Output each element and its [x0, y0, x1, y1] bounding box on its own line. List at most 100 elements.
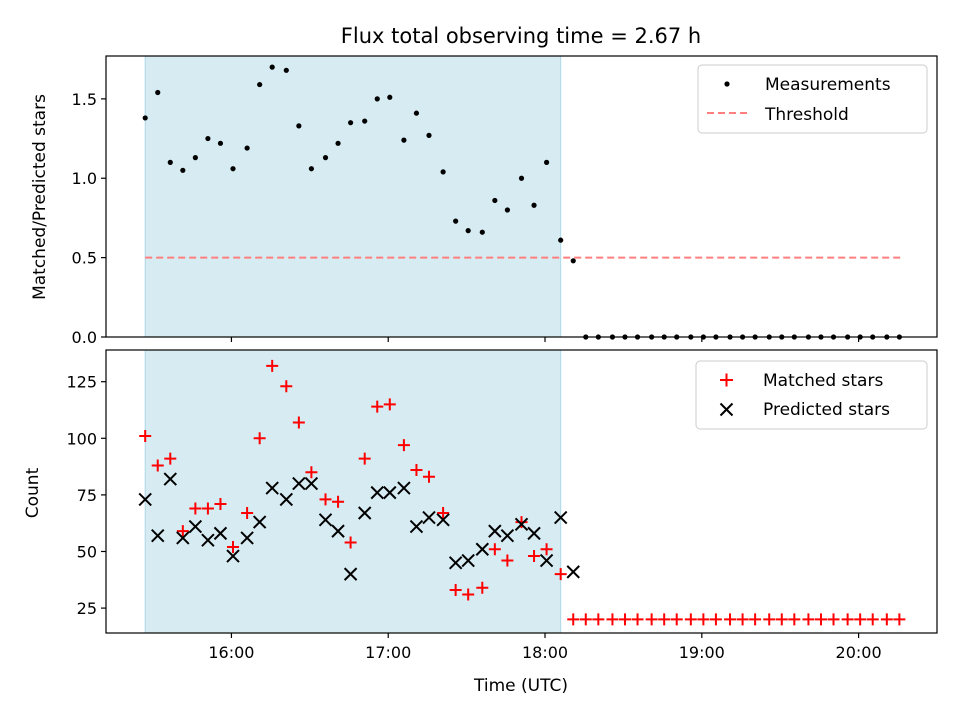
bottom-y-tick-label: 125	[66, 373, 97, 392]
matched-star-point	[606, 613, 619, 626]
top-shaded-span	[144, 55, 562, 338]
legend-matched-label: Matched stars	[763, 371, 883, 391]
bottom-y-tick-label: 100	[66, 429, 97, 448]
matched-star-point	[305, 466, 318, 479]
legend-threshold-label: Threshold	[764, 105, 849, 125]
bottom-panel: 25 50 75 100 125 16:00 17:00 18:00 19:00 20:00	[66, 349, 938, 662]
matched-star-point	[763, 613, 776, 626]
matched-star-point	[292, 416, 305, 429]
measurement-point	[374, 96, 380, 102]
measurement-point	[192, 155, 198, 161]
bottom-y-tick-label: 25	[77, 599, 97, 618]
matched-star-point	[344, 536, 357, 549]
measurement-point	[142, 115, 148, 121]
matched-star-point	[227, 540, 240, 553]
predicted-star-point	[475, 542, 490, 556]
measurement-point	[492, 197, 498, 204]
matched-star-point	[893, 613, 906, 626]
bottom-axes-frame	[105, 349, 938, 634]
measurement-point	[387, 94, 393, 100]
matched-star-point	[775, 613, 788, 626]
matched-star-point	[476, 581, 489, 594]
predicted-star-point	[151, 528, 165, 543]
predicted-star-point	[213, 526, 228, 541]
matched-star-point	[437, 507, 450, 520]
matched-star-point	[332, 495, 345, 508]
x-tick-label: 20:00	[836, 643, 882, 662]
matched-star-point	[736, 613, 749, 626]
predicted-star-point	[304, 476, 319, 491]
measurement-point	[479, 229, 485, 235]
top-axes-frame	[105, 55, 938, 338]
predicted-star-point	[409, 519, 424, 534]
measurement-point	[283, 67, 289, 73]
top-panel: 0.0 0.5 1.0 1.5	[72, 55, 938, 347]
bottom-legend-frame	[695, 360, 928, 430]
measurement-point	[308, 166, 314, 172]
matched-star-point	[189, 502, 202, 515]
measurement-point	[570, 258, 576, 264]
predicted-star-point	[514, 517, 529, 532]
measurement-point	[401, 137, 407, 143]
measurement-point	[518, 175, 525, 181]
predicted-star-point	[436, 513, 450, 527]
measurement-point	[155, 89, 161, 96]
predicted-star-point	[331, 524, 345, 538]
measurement-point	[335, 140, 341, 146]
matched-star-point	[749, 613, 762, 626]
matched-star-point	[501, 554, 514, 567]
measurement-point	[413, 110, 420, 116]
matched-star-point	[554, 568, 567, 581]
top-legend: Measurements Threshold	[697, 64, 928, 134]
predicted-star-point	[488, 524, 502, 538]
matched-star-point	[724, 613, 737, 626]
matched-star-point	[449, 583, 462, 596]
matched-star-point	[618, 613, 631, 626]
measurement-point	[217, 140, 224, 146]
measurement-point	[230, 166, 236, 172]
legend-predicted-label: Predicted stars	[763, 400, 890, 420]
matched-star-point	[567, 613, 580, 626]
predicted-star-point	[383, 485, 397, 500]
top-y-tick-label: 1.5	[72, 90, 97, 109]
predicted-star-point	[138, 492, 152, 507]
matched-star-point	[802, 613, 815, 626]
predicted-star-point	[358, 506, 372, 520]
measurement-point	[244, 145, 250, 151]
predicted-star-point	[279, 492, 294, 507]
predicted-star-point	[240, 531, 254, 545]
bottom-legend: Matched stars Predicted stars	[695, 360, 928, 430]
matched-star-point	[319, 493, 332, 506]
predicted-star-point	[448, 556, 463, 570]
top-y-tick-label: 1.0	[72, 169, 97, 188]
predicted-star-point	[176, 531, 190, 545]
matched-star-point	[515, 516, 528, 529]
measurement-point	[269, 64, 275, 70]
x-tick-label: 19:00	[679, 643, 725, 662]
predicted-star-point	[188, 519, 203, 534]
matched-star-point	[488, 543, 501, 556]
matched-star-point	[645, 613, 658, 626]
chart-title: Flux total observing time = 2.67 h	[341, 24, 701, 48]
measurement-point	[296, 123, 302, 129]
matched-star-point	[151, 459, 164, 472]
legend-predicted-marker	[719, 402, 734, 417]
legend-matched-marker	[720, 373, 733, 387]
measurement-point	[453, 218, 459, 224]
matched-star-point	[241, 507, 254, 520]
top-y-tick-label: 0.5	[72, 249, 97, 268]
matched-star-point	[788, 613, 801, 626]
top-legend-frame	[697, 64, 928, 134]
x-tick-label: 16:00	[208, 643, 254, 662]
matched-star-point	[854, 613, 867, 626]
matched-star-point	[841, 613, 854, 626]
measurement-point	[440, 169, 446, 175]
matched-star-point	[631, 613, 644, 626]
predicted-star-point	[343, 567, 358, 581]
legend-measurements-label: Measurements	[765, 75, 891, 95]
matched-star-point	[827, 613, 840, 626]
predicted-star-point	[292, 476, 306, 491]
matched-star-point	[280, 380, 293, 393]
predicted-star-point	[422, 510, 436, 525]
matched-star-point	[371, 400, 384, 413]
